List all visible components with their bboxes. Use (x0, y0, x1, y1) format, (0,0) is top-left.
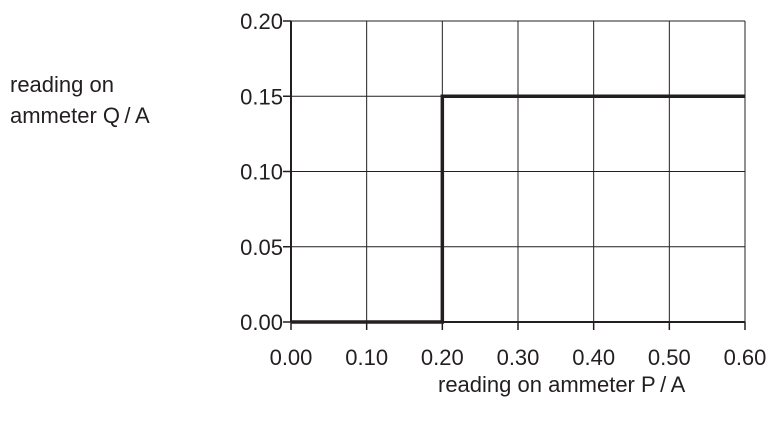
x-tick-label: 0.50 (648, 345, 691, 370)
y-tick-label: 0.05 (240, 235, 283, 260)
y-tick-label: 0.10 (240, 160, 283, 185)
x-tick-label: 0.30 (497, 345, 540, 370)
x-tick-label: 0.60 (724, 345, 767, 370)
x-tick-label: 0.40 (572, 345, 615, 370)
x-axis-label: reading on ammeter P / A (438, 372, 686, 397)
y-tick-label: 0.15 (240, 84, 283, 109)
x-tick-label: 0.00 (270, 345, 313, 370)
x-tick-label: 0.10 (345, 345, 388, 370)
y-axis-label-line-2: ammeter Q / A (10, 103, 150, 128)
x-tick-label: 0.20 (421, 345, 464, 370)
data-series-line (291, 94, 745, 324)
y-tick-label: 0.00 (240, 310, 283, 335)
y-axis-label-line-1: reading on (10, 72, 114, 97)
y-tick-label: 0.20 (240, 9, 283, 34)
